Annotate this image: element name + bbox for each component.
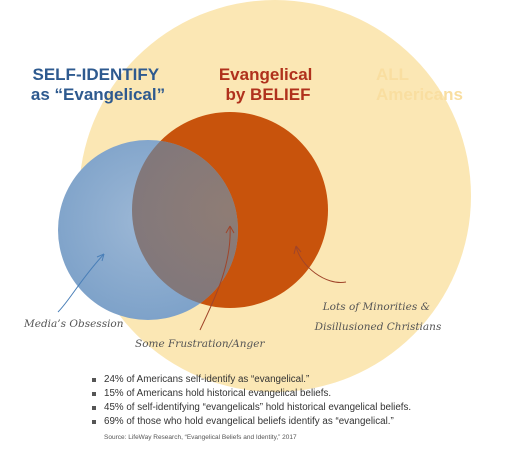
overlap-region (132, 140, 238, 308)
stat-text: 24% of Americans self-identify as “evang… (104, 374, 310, 385)
bullet-icon (92, 420, 96, 424)
all-americans-label-line1: ALL (376, 65, 409, 84)
stat-item: 45% of self-identifying “evangelicals” h… (92, 401, 502, 415)
bullet-icon (92, 406, 96, 410)
media-arrow (57, 253, 105, 313)
stat-item: 24% of Americans self-identify as “evang… (92, 373, 502, 387)
minorities-arrow (293, 245, 347, 283)
stat-text: 69% of those who hold evangelical belief… (104, 416, 394, 427)
source-citation: Source: LifeWay Research, “Evangelical B… (104, 434, 297, 441)
minorities-note-line1: Lots of Minorities & (322, 301, 430, 313)
bullet-icon (92, 392, 96, 396)
minorities-note-line2: Disillusioned Christians (314, 321, 442, 333)
bullet-icon (92, 378, 96, 382)
svg-text:ALL Americans: ALL Americans (376, 65, 463, 104)
stat-item: 15% of Americans hold historical evangel… (92, 387, 502, 401)
stat-item: 69% of those who hold evangelical belief… (92, 415, 502, 429)
stat-text: 15% of Americans hold historical evangel… (104, 388, 332, 399)
stat-text: 45% of self-identifying “evangelicals” h… (104, 402, 412, 413)
all-americans-label-line2: Americans (376, 85, 463, 104)
svg-text:Lots of Minorities & Disil: Lots of Minorities & Disillusioned Chris… (314, 301, 442, 333)
svg-text:Evangelical by BELIEF: Evangelical by BELIEF (219, 65, 317, 104)
frustration-note: Some Frustration/Anger (135, 338, 265, 350)
svg-text:SELF-IDENTIFY as “Evangeli: SELF-IDENTIFY as “Evangelical” (31, 65, 165, 104)
stats-list: 24% of Americans self-identify as “evang… (92, 373, 502, 429)
belief-label-line2: by BELIEF (225, 85, 310, 104)
media-obsession-note: Media’s Obsession (23, 318, 124, 330)
self-identify-label-line1: SELF-IDENTIFY (33, 65, 160, 84)
belief-label-line1: Evangelical (219, 65, 313, 84)
self-identify-label-line2: as “Evangelical” (31, 85, 165, 104)
frustration-arrow (199, 225, 235, 331)
